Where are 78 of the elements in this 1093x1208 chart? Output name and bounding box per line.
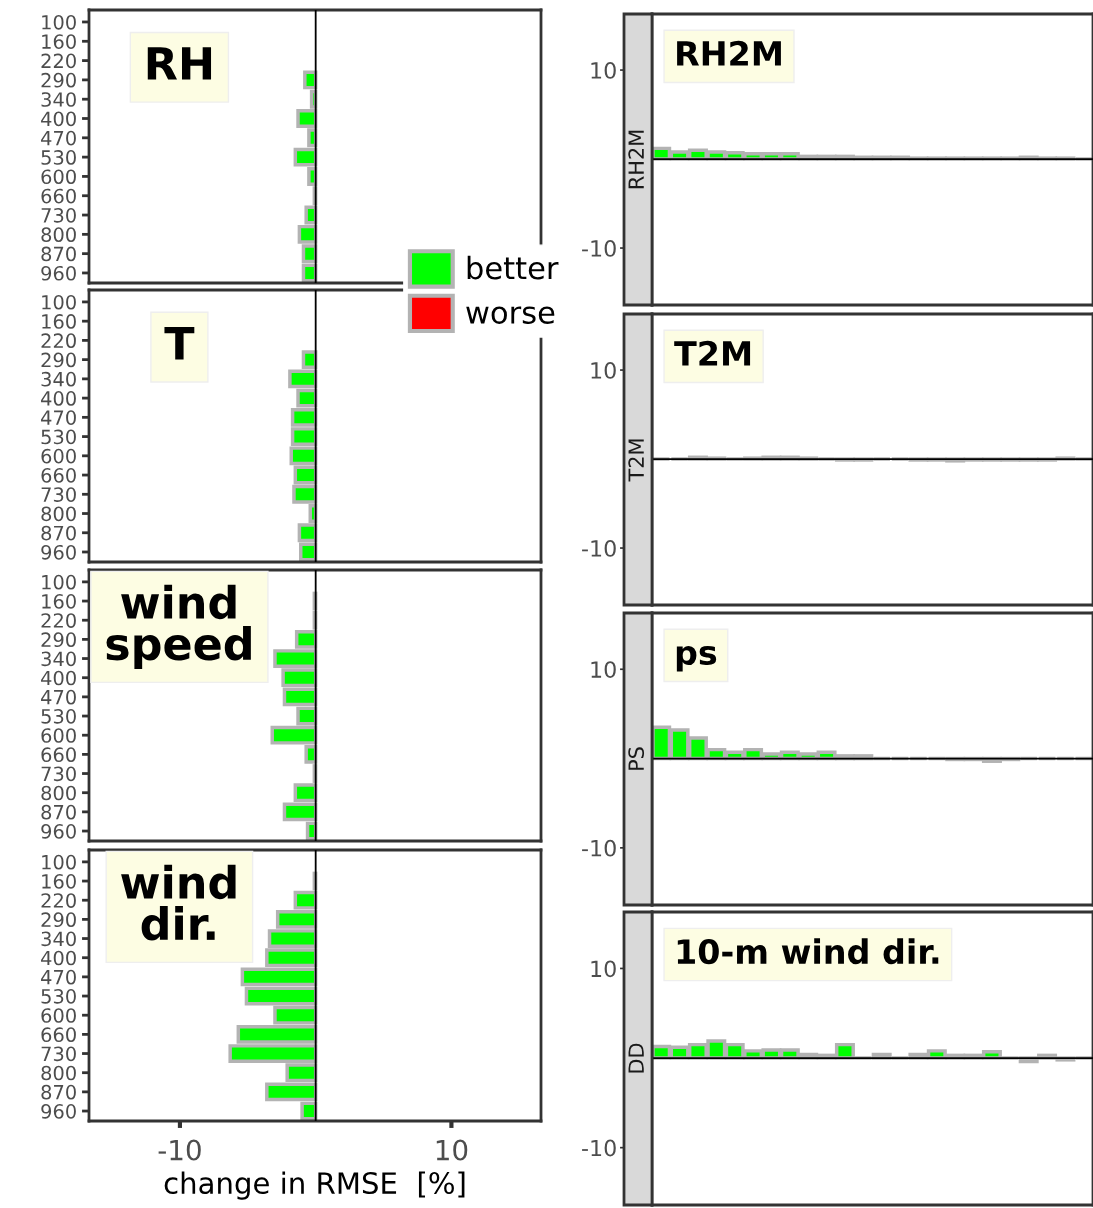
- y-tick-label: 290: [41, 352, 76, 368]
- y-tick-label: 530: [41, 989, 76, 1004]
- y-tick-label: 220: [41, 53, 76, 69]
- y-tick-label: 160: [42, 874, 76, 889]
- y-tick-label: 10: [591, 362, 616, 379]
- y-tick-label: 960: [41, 265, 76, 281]
- y-tick-label: 340: [41, 371, 76, 387]
- y-tick-label: 800: [41, 1065, 76, 1081]
- y-tick-label: 870: [41, 246, 76, 262]
- y-tick-label: 400: [41, 111, 76, 127]
- y-tick-label: 100: [42, 294, 76, 310]
- y-tick-label: 660: [41, 468, 76, 483]
- y-tick-label: 600: [41, 1008, 76, 1023]
- y-tick-label: 960: [41, 823, 76, 839]
- y-tick-label: 100: [42, 854, 76, 870]
- y-tick-label: 340: [41, 931, 76, 947]
- y-tick-label: 470: [41, 969, 76, 985]
- y-tick-label: 730: [41, 1046, 76, 1062]
- y-tick-label: 870: [41, 525, 76, 541]
- y-axis-title: PS: [628, 747, 645, 770]
- y-tick-label: 470: [41, 130, 76, 146]
- y-tick-label: 290: [41, 632, 76, 648]
- y-tick-label: 160: [42, 314, 76, 329]
- y-tick-label: 870: [41, 1084, 76, 1100]
- legend-label: worse: [466, 306, 555, 324]
- y-tick-label: -10: [582, 839, 616, 857]
- y-axis-title: DD: [628, 1043, 644, 1073]
- text: RH2M: [677, 40, 781, 66]
- y-tick-label: -10: [582, 240, 616, 257]
- y-tick-label: 220: [41, 333, 76, 349]
- y-tick-label: 220: [41, 893, 76, 908]
- text: T: [164, 326, 195, 360]
- y-tick-label: 800: [41, 506, 76, 522]
- y-tick-label: 290: [41, 912, 76, 928]
- y-tick-label: -10: [582, 540, 616, 557]
- y-tick-label: 100: [42, 574, 76, 590]
- y-tick-label: 340: [41, 651, 76, 667]
- text: RH: [147, 47, 212, 80]
- y-tick-label: 730: [41, 208, 76, 223]
- y-tick-label: 160: [42, 594, 76, 609]
- y-tick-label: 400: [41, 670, 76, 686]
- x-axis-title: change in RMSE [%]: [164, 1171, 465, 1200]
- y-tick-label: 730: [41, 766, 76, 782]
- y-tick-label: 10: [591, 960, 616, 978]
- y-tick-label: 160: [42, 34, 76, 49]
- y-tick-label: 10: [591, 62, 616, 79]
- y-tick-label: 470: [41, 689, 76, 705]
- y-tick-label: 800: [41, 785, 76, 801]
- y-tick-label: 660: [41, 747, 76, 763]
- y-tick-label: 400: [41, 950, 76, 966]
- y-axis-title: T2M: [628, 439, 644, 482]
- y-tick-label: 100: [42, 14, 76, 30]
- y-tick-label: 870: [41, 804, 76, 820]
- y-tick-label: 530: [41, 709, 76, 724]
- text: 10-m wind dir.: [677, 938, 939, 965]
- y-tick-label: 730: [41, 487, 76, 502]
- y-tick-label: 400: [41, 391, 76, 406]
- y-tick-label: 220: [41, 613, 76, 628]
- y-tick-label: 10: [591, 661, 616, 679]
- legend-label: better: [467, 255, 559, 280]
- y-tick-label: 600: [41, 448, 76, 464]
- y-tick-label: 800: [41, 227, 76, 243]
- y-tick-label: 960: [41, 544, 76, 560]
- y-tick-label: 660: [41, 1027, 76, 1043]
- y-tick-label: 960: [41, 1103, 76, 1119]
- y-tick-label: 600: [41, 728, 76, 743]
- text: T2M: [674, 340, 751, 366]
- y-tick-label: 530: [41, 429, 76, 445]
- text: wind dir.: [121, 864, 236, 941]
- y-tick-label: 290: [41, 72, 76, 88]
- y-tick-label: 600: [41, 169, 76, 185]
- y-tick-label: 660: [41, 188, 76, 204]
- y-tick-label: 340: [41, 92, 76, 107]
- text: ps: [676, 645, 717, 672]
- y-tick-label: 530: [41, 150, 76, 165]
- text: wind speed: [106, 584, 251, 670]
- y-tick-label: 470: [41, 410, 76, 426]
- y-axis-title: RH2M: [628, 130, 644, 189]
